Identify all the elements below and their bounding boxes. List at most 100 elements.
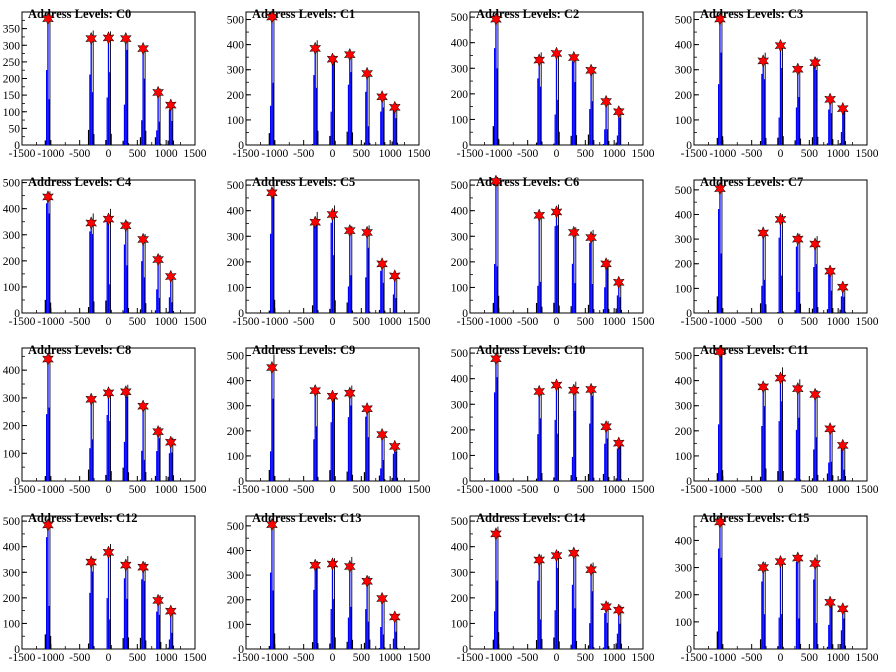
chart-svg: Address Levels: C10 0 100 200 300 400 500 -1500… bbox=[451, 343, 655, 496]
histogram-peak bbox=[826, 269, 834, 313]
peak-marker-star bbox=[164, 98, 177, 112]
x-tick-label: 1000 bbox=[827, 652, 850, 664]
x-tick-label: 0 bbox=[554, 484, 560, 496]
y-tick-label: 200 bbox=[451, 89, 469, 101]
y-tick-label: 100 bbox=[675, 617, 693, 629]
histogram-peak bbox=[346, 556, 354, 649]
x-tick-label: 500 bbox=[801, 484, 819, 496]
x-tick-label: -1500 bbox=[9, 148, 36, 160]
x-tick-label: 1500 bbox=[408, 652, 431, 664]
peak-marker-star bbox=[809, 55, 822, 70]
peak-marker-star bbox=[567, 50, 580, 65]
histogram-peak bbox=[346, 225, 354, 313]
y-tick-label: 0 bbox=[14, 644, 20, 656]
histogram-peak bbox=[105, 208, 112, 313]
y-tick-label: 300 bbox=[451, 399, 469, 411]
peak-marker-star bbox=[85, 216, 98, 230]
chart-panel-c9: Address Levels: C9 0 100 200 300 400 500 -1500-… bbox=[224, 336, 448, 504]
peak-marker-star bbox=[600, 94, 613, 109]
histogram-peak bbox=[44, 517, 52, 649]
histogram-peak bbox=[87, 30, 95, 145]
peak-marker-star bbox=[388, 269, 401, 283]
histogram-peak bbox=[794, 557, 802, 649]
x-tick-label: 1000 bbox=[827, 316, 850, 328]
peak-marker-star bbox=[567, 546, 580, 560]
y-tick-label: 400 bbox=[451, 374, 469, 386]
x-tick-label: 500 bbox=[353, 316, 371, 328]
peak-marker-star bbox=[836, 601, 849, 616]
chart-title: Address Levels: C15 bbox=[700, 511, 810, 525]
peak-marker-star bbox=[152, 85, 165, 100]
peak-marker-star bbox=[836, 438, 849, 453]
x-tick-label: 500 bbox=[129, 148, 147, 160]
peak-marker-star bbox=[361, 225, 374, 240]
y-tick-label: 300 bbox=[3, 567, 21, 579]
y-tick-label: 250 bbox=[3, 57, 21, 69]
y-tick-label: 300 bbox=[451, 567, 469, 579]
y-tick-label: 0 bbox=[238, 476, 244, 488]
y-tick-label: 300 bbox=[3, 393, 21, 405]
x-tick-label: 1500 bbox=[408, 148, 431, 160]
x-tick-label: 1000 bbox=[155, 148, 178, 160]
y-tick-label: 400 bbox=[675, 40, 693, 52]
histogram-peak bbox=[363, 225, 371, 313]
histogram-peak bbox=[329, 205, 336, 313]
chart-panel-c4: Address Levels: C4 0 100 200 300 400 500 -1500-… bbox=[0, 168, 224, 336]
peak-marker-star bbox=[533, 208, 546, 223]
peak-marker-star bbox=[836, 280, 849, 294]
peak-marker-star bbox=[585, 230, 598, 245]
peak-marker-star bbox=[152, 593, 165, 608]
x-tick-label: 1000 bbox=[827, 484, 850, 496]
peak-marker-star bbox=[309, 41, 322, 56]
histogram-peak bbox=[139, 46, 147, 145]
chart-panel-c1: Address Levels: C1 0 100 200 300 400 500 -1500-… bbox=[224, 0, 448, 168]
x-tick-label: -500 bbox=[741, 484, 762, 496]
peak-marker-star bbox=[774, 371, 787, 385]
x-tick-label: 500 bbox=[353, 484, 371, 496]
peak-marker-star bbox=[309, 558, 322, 573]
x-tick-label: -1000 bbox=[485, 652, 512, 664]
y-tick-label: 100 bbox=[451, 450, 469, 462]
y-tick-label: 500 bbox=[675, 351, 693, 363]
x-tick-label: -500 bbox=[69, 316, 90, 328]
y-tick-label: 500 bbox=[227, 180, 245, 192]
x-tick-label: 1000 bbox=[603, 652, 626, 664]
x-tick-label: 1000 bbox=[155, 484, 178, 496]
chart-svg: Address Levels: C10100200300400500-1500-… bbox=[227, 7, 431, 160]
x-tick-label: 0 bbox=[330, 316, 336, 328]
peak-marker-star bbox=[85, 31, 98, 46]
y-tick-label: 300 bbox=[3, 230, 21, 242]
y-tick-label: 400 bbox=[675, 209, 693, 221]
histogram-peak bbox=[329, 394, 336, 481]
y-tick-label: 0 bbox=[462, 308, 468, 320]
peak-marker-star bbox=[490, 351, 502, 366]
y-tick-label: 400 bbox=[3, 204, 21, 216]
y-tick-label: 0 bbox=[14, 140, 20, 152]
histogram-peak bbox=[268, 524, 276, 649]
histogram-peak bbox=[839, 608, 847, 649]
y-tick-label: 200 bbox=[3, 256, 21, 268]
y-tick-label: 0 bbox=[462, 644, 468, 656]
peak-marker-star bbox=[791, 551, 804, 565]
histogram-peak bbox=[105, 389, 112, 481]
x-tick-label: 1000 bbox=[379, 316, 402, 328]
histogram-peak bbox=[602, 601, 610, 649]
peak-marker-star bbox=[567, 225, 580, 240]
peak-marker-star bbox=[757, 226, 770, 240]
chart-svg: Address Levels: C11 0 100 200 300 400 500 -1500… bbox=[675, 343, 879, 496]
histogram-peak bbox=[122, 36, 130, 145]
peak-marker-star bbox=[824, 264, 837, 278]
chart-title: Address Levels: C2 bbox=[476, 7, 579, 21]
x-tick-label: -1500 bbox=[681, 148, 708, 160]
histogram-peak bbox=[716, 12, 724, 145]
peak-marker-star bbox=[361, 401, 374, 416]
peak-marker-star bbox=[600, 599, 613, 614]
y-tick-label: 100 bbox=[227, 619, 245, 631]
y-tick-label: 300 bbox=[227, 65, 245, 77]
x-tick-label: -500 bbox=[517, 652, 538, 664]
chart-title: Address Levels: C13 bbox=[252, 511, 362, 525]
peak-marker-star bbox=[309, 215, 322, 230]
peak-marker-star bbox=[809, 387, 822, 402]
y-tick-label: 100 bbox=[451, 114, 469, 126]
